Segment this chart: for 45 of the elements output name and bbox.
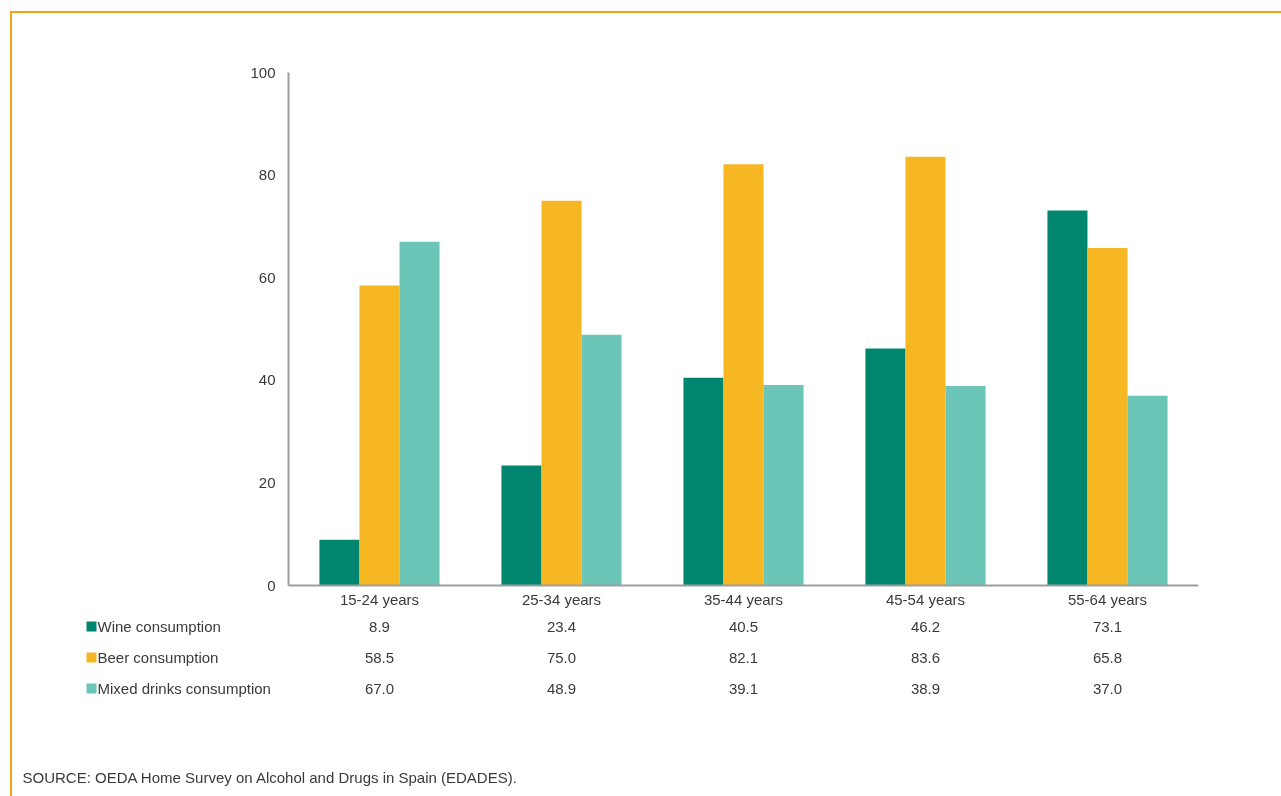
bar <box>501 465 542 586</box>
data-label: 8.9 <box>369 617 390 635</box>
data-label: 23.4 <box>546 617 577 635</box>
y-tick-label: 40 <box>258 371 276 389</box>
x-tick-label: 55-64 years <box>1067 590 1148 608</box>
data-label: 46.2 <box>910 617 941 635</box>
bar <box>319 539 360 586</box>
data-label: 83.6 <box>910 648 941 666</box>
data-label: 58.5 <box>364 648 395 666</box>
bar <box>1087 247 1128 586</box>
bar <box>581 334 622 586</box>
bar <box>865 348 906 586</box>
data-label: 82.1 <box>728 648 759 666</box>
bar <box>723 164 764 586</box>
bar <box>905 156 946 586</box>
x-tick-label: 35-44 years <box>703 590 784 608</box>
legend-label: Beer consumption <box>97 649 219 666</box>
bar <box>945 385 986 586</box>
y-tick-label: 100 <box>250 63 276 81</box>
legend-label: Mixed drinks consumption <box>97 680 271 697</box>
data-label: 40.5 <box>728 617 759 635</box>
data-label: 39.1 <box>728 679 759 697</box>
x-tick-label: 15-24 years <box>339 590 420 608</box>
data-label: 48.9 <box>546 679 577 697</box>
data-label: 37.0 <box>1092 679 1123 697</box>
y-tick-label: 80 <box>258 166 276 184</box>
bar <box>359 285 400 586</box>
y-tick-label: 0 <box>267 576 276 594</box>
data-label: 75.0 <box>546 648 577 666</box>
x-tick-label: 45-54 years <box>885 590 966 608</box>
bar <box>399 241 440 586</box>
bar <box>1047 210 1088 586</box>
data-label: 73.1 <box>1092 617 1123 635</box>
bar <box>763 384 804 586</box>
legend-label: Wine consumption <box>97 618 221 635</box>
x-tick-label: 25-34 years <box>521 590 602 608</box>
bar <box>541 200 582 586</box>
source-note: SOURCE: OEDA Home Survey on Alcohol and Drugs in Spain (EDADES). <box>22 769 517 786</box>
bar <box>683 377 724 586</box>
y-tick-label: 60 <box>258 268 276 286</box>
y-tick-label: 20 <box>258 473 276 491</box>
bar <box>1127 395 1168 586</box>
data-label: 38.9 <box>910 679 941 697</box>
data-label: 65.8 <box>1092 648 1123 666</box>
data-label: 67.0 <box>364 679 395 697</box>
